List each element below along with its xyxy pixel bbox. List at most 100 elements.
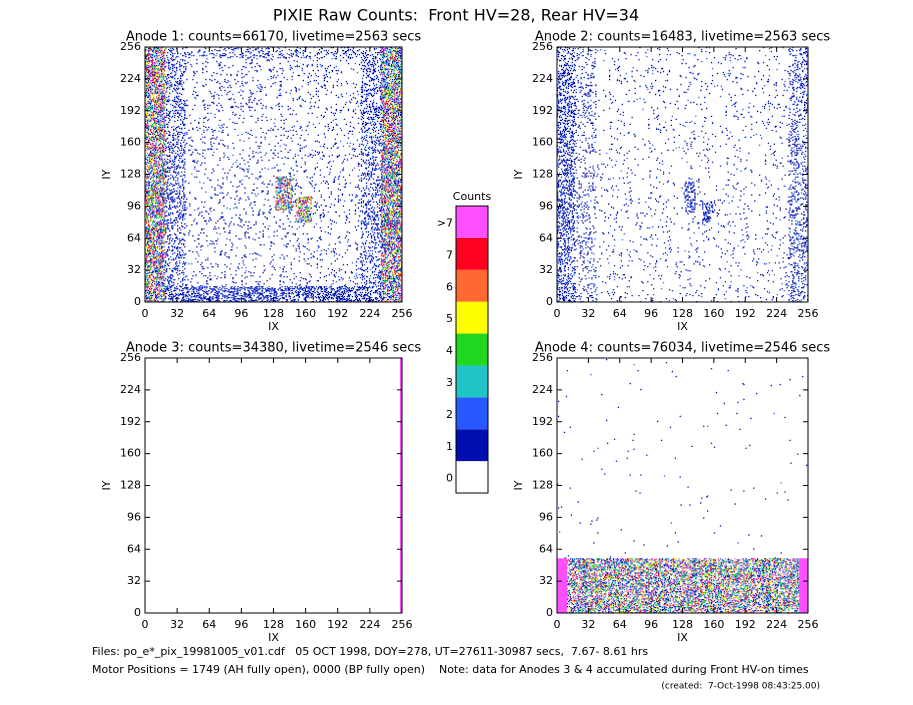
y-tick-label: 96 xyxy=(127,199,141,212)
y-tick-label: 128 xyxy=(120,168,141,181)
y-tick-label: 32 xyxy=(127,574,141,587)
colorbar-cell xyxy=(456,429,488,462)
colorbar-label: 4 xyxy=(446,344,453,357)
y-tick-label: 96 xyxy=(539,199,553,212)
footer-files: Files: po_e*_pix_19981005_v01.cdf 05 OCT… xyxy=(92,645,648,658)
colorbar-label: 5 xyxy=(446,312,453,325)
speckle xyxy=(566,558,800,614)
colorbar-label: 1 xyxy=(446,440,453,453)
speckle xyxy=(557,558,809,614)
x-tick-label: 256 xyxy=(798,618,819,631)
x-tick-label: 0 xyxy=(554,307,561,320)
colorbar-cell xyxy=(456,206,488,238)
y-tick-label: 160 xyxy=(120,136,141,149)
x-tick-label: 160 xyxy=(703,307,724,320)
x-tick-label: 128 xyxy=(672,618,693,631)
x-tick-label: 64 xyxy=(613,618,627,631)
x-tick-label: 32 xyxy=(581,618,595,631)
y-tick-label: 192 xyxy=(120,104,141,117)
page-title: PIXIE Raw Counts: Front HV=28, Rear HV=3… xyxy=(273,6,639,25)
colorbar-cell xyxy=(456,461,488,493)
colorbar-frame xyxy=(455,205,489,494)
y-tick-label: 0 xyxy=(546,295,553,308)
panel-title: Anode 1: counts=66170, livetime=2563 sec… xyxy=(126,30,422,45)
speckle xyxy=(557,359,808,614)
y-tick-label: 128 xyxy=(532,479,553,492)
x-tick-label: 160 xyxy=(295,618,316,631)
x-tick-label: 128 xyxy=(263,307,284,320)
x-axis-label: IX xyxy=(677,320,688,333)
y-tick-label: 224 xyxy=(532,72,553,85)
x-axis-label: IX xyxy=(268,631,279,644)
colorbar-label: 7 xyxy=(446,248,453,261)
y-tick-label: 160 xyxy=(532,447,553,460)
x-tick-label: 0 xyxy=(554,618,561,631)
y-tick-label: 256 xyxy=(532,40,553,53)
y-tick-label: 128 xyxy=(532,168,553,181)
x-tick-label: 96 xyxy=(234,618,248,631)
y-tick-label: 224 xyxy=(120,72,141,85)
colorbar-title: Counts xyxy=(453,190,492,203)
x-tick-label: 224 xyxy=(359,618,380,631)
y-tick-label: 32 xyxy=(539,263,553,276)
colorbar-label: 3 xyxy=(446,376,453,389)
colorbar-label: 2 xyxy=(446,408,453,421)
speckle xyxy=(145,47,403,303)
x-tick-label: 64 xyxy=(202,307,216,320)
x-tick-label: 32 xyxy=(581,307,595,320)
x-tick-label: 192 xyxy=(735,307,756,320)
colorbar-cell xyxy=(456,365,488,398)
x-tick-label: 96 xyxy=(644,307,658,320)
y-axis-label: IY xyxy=(100,169,113,179)
x-tick-label: 224 xyxy=(359,307,380,320)
y-tick-label: 192 xyxy=(120,415,141,428)
x-tick-label: 128 xyxy=(263,618,284,631)
y-tick-label: 96 xyxy=(127,510,141,523)
y-tick-label: 64 xyxy=(127,231,141,244)
speckle xyxy=(566,558,800,614)
x-tick-label: 160 xyxy=(295,307,316,320)
footer-created: (created: 7-Oct-1998 08:43:25.00) xyxy=(661,682,820,692)
colorbar-cell xyxy=(456,237,488,270)
x-tick-label: 64 xyxy=(613,307,627,320)
x-tick-label: 192 xyxy=(327,618,348,631)
y-tick-label: 224 xyxy=(120,383,141,396)
y-tick-label: 0 xyxy=(134,295,141,308)
y-tick-label: 192 xyxy=(532,415,553,428)
y-tick-label: 0 xyxy=(134,606,141,619)
x-tick-label: 256 xyxy=(798,307,819,320)
x-tick-label: 224 xyxy=(766,618,787,631)
y-tick-label: 32 xyxy=(539,574,553,587)
y-tick-label: 96 xyxy=(539,510,553,523)
x-axis-label: IX xyxy=(268,320,279,333)
colorbar-cell xyxy=(456,397,488,430)
x-tick-label: 192 xyxy=(327,307,348,320)
colorbar-label: 0 xyxy=(446,472,453,485)
y-tick-label: 64 xyxy=(539,542,553,555)
y-tick-label: 0 xyxy=(546,606,553,619)
x-tick-label: 96 xyxy=(234,307,248,320)
y-tick-label: 192 xyxy=(532,104,553,117)
x-tick-label: 256 xyxy=(392,618,413,631)
y-axis-label: IY xyxy=(512,169,525,179)
y-axis-label: IY xyxy=(512,480,525,490)
colorbar-cell xyxy=(456,333,488,366)
y-tick-label: 224 xyxy=(532,383,553,396)
x-tick-label: 96 xyxy=(644,618,658,631)
colorbar-cell xyxy=(456,301,488,334)
colorbar-cell xyxy=(456,269,488,302)
x-tick-label: 0 xyxy=(142,307,149,320)
x-tick-label: 160 xyxy=(703,618,724,631)
x-tick-label: 224 xyxy=(766,307,787,320)
panel-title: Anode 2: counts=16483, livetime=2563 sec… xyxy=(535,30,831,45)
y-tick-label: 32 xyxy=(127,263,141,276)
y-tick-label: 256 xyxy=(532,351,553,364)
y-tick-label: 128 xyxy=(120,479,141,492)
x-tick-label: 64 xyxy=(202,618,216,631)
y-axis-label: IY xyxy=(100,480,113,490)
x-tick-label: 192 xyxy=(735,618,756,631)
colorbar-label: 6 xyxy=(446,280,453,293)
x-tick-label: 0 xyxy=(142,618,149,631)
x-tick-label: 256 xyxy=(392,307,413,320)
